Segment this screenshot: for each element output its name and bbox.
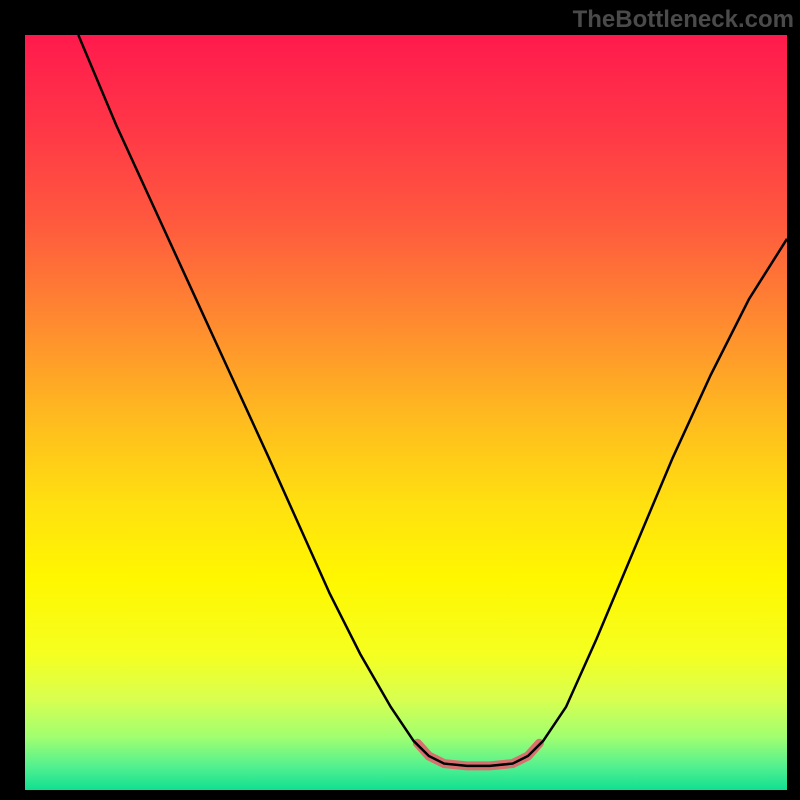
curve-layer: [25, 35, 787, 790]
plot-area: [25, 35, 787, 790]
watermark-text: TheBottleneck.com: [573, 6, 794, 34]
trough-highlight: [417, 743, 539, 766]
chart-container: [0, 0, 800, 800]
bottleneck-curve: [78, 35, 787, 766]
